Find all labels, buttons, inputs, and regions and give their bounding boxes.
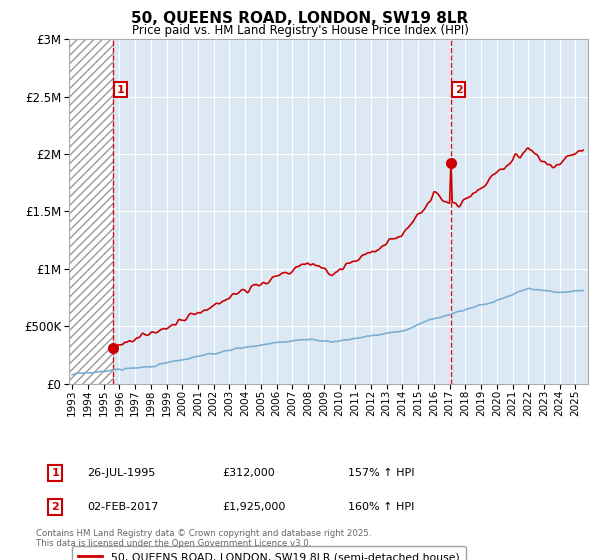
Text: 2: 2	[455, 85, 463, 95]
Text: Price paid vs. HM Land Registry's House Price Index (HPI): Price paid vs. HM Land Registry's House …	[131, 24, 469, 37]
Text: 26-JUL-1995: 26-JUL-1995	[87, 468, 155, 478]
Text: 157% ↑ HPI: 157% ↑ HPI	[348, 468, 415, 478]
Text: 160% ↑ HPI: 160% ↑ HPI	[348, 502, 415, 512]
Text: £1,925,000: £1,925,000	[222, 502, 286, 512]
Text: This data is licensed under the Open Government Licence v3.0.: This data is licensed under the Open Gov…	[36, 539, 311, 548]
Text: 50, QUEENS ROAD, LONDON, SW19 8LR: 50, QUEENS ROAD, LONDON, SW19 8LR	[131, 11, 469, 26]
Text: Contains HM Land Registry data © Crown copyright and database right 2025.: Contains HM Land Registry data © Crown c…	[36, 529, 371, 538]
Text: 02-FEB-2017: 02-FEB-2017	[87, 502, 158, 512]
Text: £312,000: £312,000	[222, 468, 275, 478]
Text: 1: 1	[116, 85, 124, 95]
Text: 2: 2	[52, 502, 59, 512]
Legend: 50, QUEENS ROAD, LONDON, SW19 8LR (semi-detached house), HPI: Average price, sem: 50, QUEENS ROAD, LONDON, SW19 8LR (semi-…	[72, 546, 466, 560]
Bar	[69, 39, 113, 384]
Text: 1: 1	[52, 468, 59, 478]
